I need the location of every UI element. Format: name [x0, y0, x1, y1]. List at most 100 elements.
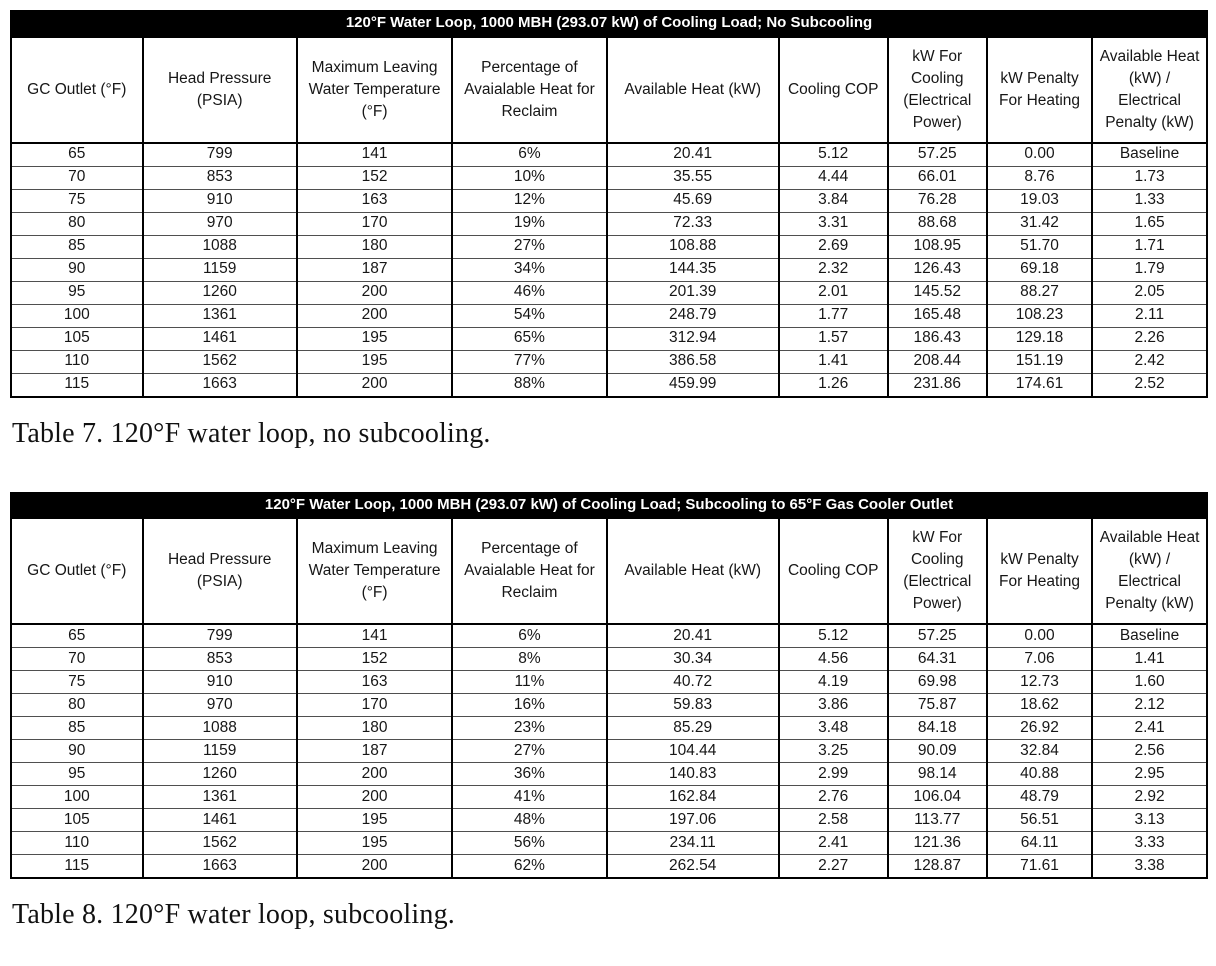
- table-cell: 85: [10, 234, 144, 258]
- table-cell: 11%: [451, 670, 608, 694]
- table-cell: 90: [10, 739, 144, 763]
- table-cell: 80: [10, 211, 144, 235]
- table-cell: 6%: [451, 623, 608, 648]
- table-cell: Baseline: [1091, 623, 1208, 648]
- table-cell: 110: [10, 831, 144, 855]
- table-cell: 1.77: [777, 303, 889, 327]
- table-cell: 2.69: [777, 234, 889, 258]
- table-cell: 126.43: [886, 257, 988, 281]
- table-cell: 105: [10, 808, 144, 832]
- table-cell: 84.18: [886, 716, 988, 740]
- table-cell: 90.09: [886, 739, 988, 763]
- table-cell: 64.11: [985, 831, 1094, 855]
- table-cell: 110: [10, 349, 144, 373]
- table-cell: 121.36: [886, 831, 988, 855]
- table-cell: 200: [295, 762, 454, 786]
- table-cell: 3.33: [1091, 831, 1208, 855]
- table-row: 100 1361 200 54% 248.79 1.77 165.48 108.23 2.11: [10, 303, 1208, 327]
- table-cell: 23%: [451, 716, 608, 740]
- table-cell: 174.61: [985, 372, 1094, 397]
- table-cell: 32.84: [985, 739, 1094, 763]
- table-cell: 163: [295, 188, 454, 212]
- table-cell: 248.79: [605, 303, 780, 327]
- table-cell: 12.73: [985, 670, 1094, 694]
- table-cell: 69.98: [886, 670, 988, 694]
- table-cell: 75.87: [886, 693, 988, 717]
- column-header: Maximum Leaving Water Temperature (°F): [295, 35, 454, 144]
- table-cell: 1.26: [777, 372, 889, 397]
- column-header: GC Outlet (°F): [10, 35, 144, 144]
- table-cell: 75: [10, 188, 144, 212]
- table-cell: 77%: [451, 349, 608, 373]
- table-cell: 19%: [451, 211, 608, 235]
- column-header: Available Heat (kW) / Electrical Penalty…: [1091, 517, 1208, 625]
- table-cell: 910: [141, 188, 298, 212]
- table-cell: 5.12: [777, 142, 889, 166]
- table-cell: 970: [141, 693, 298, 717]
- table-cell: 180: [295, 716, 454, 740]
- table-cell: 853: [141, 165, 298, 189]
- table-cell: 30.34: [605, 647, 780, 671]
- table-row: 85 1088 180 27% 108.88 2.69 108.95 51.70 1.71: [10, 234, 1208, 258]
- table-7-caption: Table 7. 120°F water loop, no subcooling…: [12, 417, 491, 449]
- table-cell: 36%: [451, 762, 608, 786]
- table-cell: 20.41: [605, 142, 780, 166]
- table-cell: 200: [295, 280, 454, 304]
- table-cell: 262.54: [605, 854, 780, 878]
- table-cell: 12%: [451, 188, 608, 212]
- table-cell: 1.65: [1091, 211, 1208, 235]
- table-cell: 1.57: [777, 326, 889, 350]
- table-cell: 1.60: [1091, 670, 1208, 694]
- table-cell: 195: [295, 831, 454, 855]
- table-cell: 1663: [141, 854, 298, 878]
- column-header: kW For Cooling (Electrical Power): [886, 517, 988, 625]
- table-cell: 799: [141, 623, 298, 648]
- table-cell: 104.44: [605, 739, 780, 763]
- table-cell: 195: [295, 326, 454, 350]
- table-cell: 129.18: [985, 326, 1094, 350]
- table-cell: 7.06: [985, 647, 1094, 671]
- table-cell: 95: [10, 280, 144, 304]
- table-cell: 3.25: [777, 739, 889, 763]
- table-cell: 200: [295, 303, 454, 327]
- table-cell: 2.05: [1091, 280, 1208, 304]
- table-cell: 459.99: [605, 372, 780, 397]
- table-cell: 40.72: [605, 670, 780, 694]
- table-cell: 85: [10, 716, 144, 740]
- table-cell: 195: [295, 808, 454, 832]
- table-cell: 2.01: [777, 280, 889, 304]
- table-cell: 197.06: [605, 808, 780, 832]
- table-cell: 195: [295, 349, 454, 373]
- column-header: Head Pressure (PSIA): [141, 35, 298, 144]
- table-8: 120°F Water Loop, 1000 MBH (293.07 kW) o…: [10, 491, 1208, 879]
- table-cell: 20.41: [605, 623, 780, 648]
- table-title-row: 120°F Water Loop, 1000 MBH (293.07 kW) o…: [11, 11, 1207, 38]
- table-cell: 6%: [451, 142, 608, 166]
- table-cell: 910: [141, 670, 298, 694]
- table-cell: 70: [10, 165, 144, 189]
- table-cell: 64.31: [886, 647, 988, 671]
- column-header-row: GC Outlet (°F) Head Pressure (PSIA) Maximu…: [10, 35, 1208, 144]
- table-cell: 799: [141, 142, 298, 166]
- table-cell: 152: [295, 647, 454, 671]
- table-cell: 4.44: [777, 165, 889, 189]
- table-cell: 57.25: [886, 623, 988, 648]
- table-cell: 5.12: [777, 623, 889, 648]
- table-cell: 1088: [141, 716, 298, 740]
- column-header: Percentage of Avaialable Heat for Reclai…: [451, 35, 608, 144]
- table-cell: 19.03: [985, 188, 1094, 212]
- table-8-section: 120°F Water Loop, 1000 MBH (293.07 kW) o…: [10, 491, 1208, 932]
- table-cell: 105: [10, 326, 144, 350]
- table-row: 70 853 152 8% 30.34 4.56 64.31 7.06 1.41: [10, 647, 1208, 671]
- table-8-caption: Table 8. 120°F water loop, subcooling.: [12, 899, 455, 930]
- column-header: Available Heat (kW): [605, 35, 780, 144]
- table-cell: 152: [295, 165, 454, 189]
- table-row: 105 1461 195 65% 312.94 1.57 186.43 129.18 2.26: [10, 326, 1208, 350]
- table-cell: 4.19: [777, 670, 889, 694]
- column-header: kW Penalty For Heating: [985, 517, 1094, 625]
- table-cell: 4.56: [777, 647, 889, 671]
- column-header: Head Pressure (PSIA): [141, 517, 298, 625]
- table-cell: 16%: [451, 693, 608, 717]
- column-header-row: GC Outlet (°F) Head Pressure (PSIA) Maximu…: [10, 517, 1208, 625]
- table-cell: 88.68: [886, 211, 988, 235]
